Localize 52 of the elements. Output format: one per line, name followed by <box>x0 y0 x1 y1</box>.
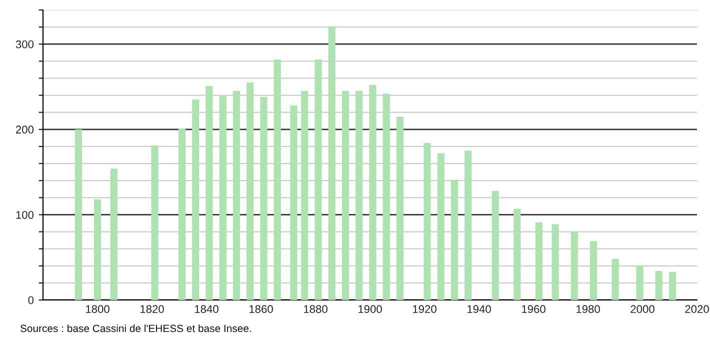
bar <box>464 150 472 300</box>
bar <box>535 222 542 300</box>
bar <box>552 224 559 300</box>
x-tick-label: 1820 <box>140 305 164 314</box>
bar <box>437 153 444 300</box>
bar <box>514 208 521 300</box>
bar <box>246 82 254 300</box>
bar <box>450 180 458 300</box>
bar <box>290 106 298 300</box>
bar <box>369 85 376 300</box>
bar <box>74 129 82 300</box>
source-note: Sources : base Cassini de l'EHESS et base Insee. <box>20 324 251 332</box>
bar <box>612 259 619 300</box>
bar <box>301 91 308 300</box>
y-tick-label: 0 <box>28 296 34 304</box>
y-tick-label: 200 <box>16 126 34 134</box>
bar <box>655 271 662 300</box>
bar <box>274 59 281 300</box>
bar <box>342 91 350 300</box>
bar <box>356 91 363 300</box>
bar <box>232 91 240 300</box>
bar <box>219 96 226 300</box>
x-tick-label: 2000 <box>630 305 654 314</box>
bar <box>636 266 644 300</box>
bar <box>110 168 118 300</box>
bar <box>668 272 676 300</box>
x-tick-label: 1960 <box>522 305 546 314</box>
bar <box>94 199 102 300</box>
bar <box>396 116 404 300</box>
y-tick-label: 300 <box>16 40 34 48</box>
bar <box>590 241 597 300</box>
x-tick-label: 1980 <box>576 305 600 314</box>
x-tick-label: 1900 <box>358 305 382 314</box>
bar <box>424 143 431 300</box>
bar <box>192 100 200 300</box>
bar <box>178 128 186 300</box>
x-tick-label: 1840 <box>194 305 218 314</box>
x-tick-label: 2020 <box>685 305 709 314</box>
bar <box>206 86 213 300</box>
bar <box>382 94 390 300</box>
x-tick-label: 1940 <box>467 305 491 314</box>
bar <box>314 59 322 300</box>
x-tick-label: 1800 <box>86 305 110 314</box>
bar <box>492 190 499 300</box>
x-tick-label: 1880 <box>304 305 328 314</box>
bar <box>260 97 268 300</box>
y-tick-label: 100 <box>16 210 34 219</box>
x-tick-label: 1860 <box>249 305 273 314</box>
x-tick-label: 1920 <box>412 305 436 314</box>
bar <box>570 232 578 300</box>
bar <box>328 26 336 300</box>
bar <box>151 146 158 300</box>
